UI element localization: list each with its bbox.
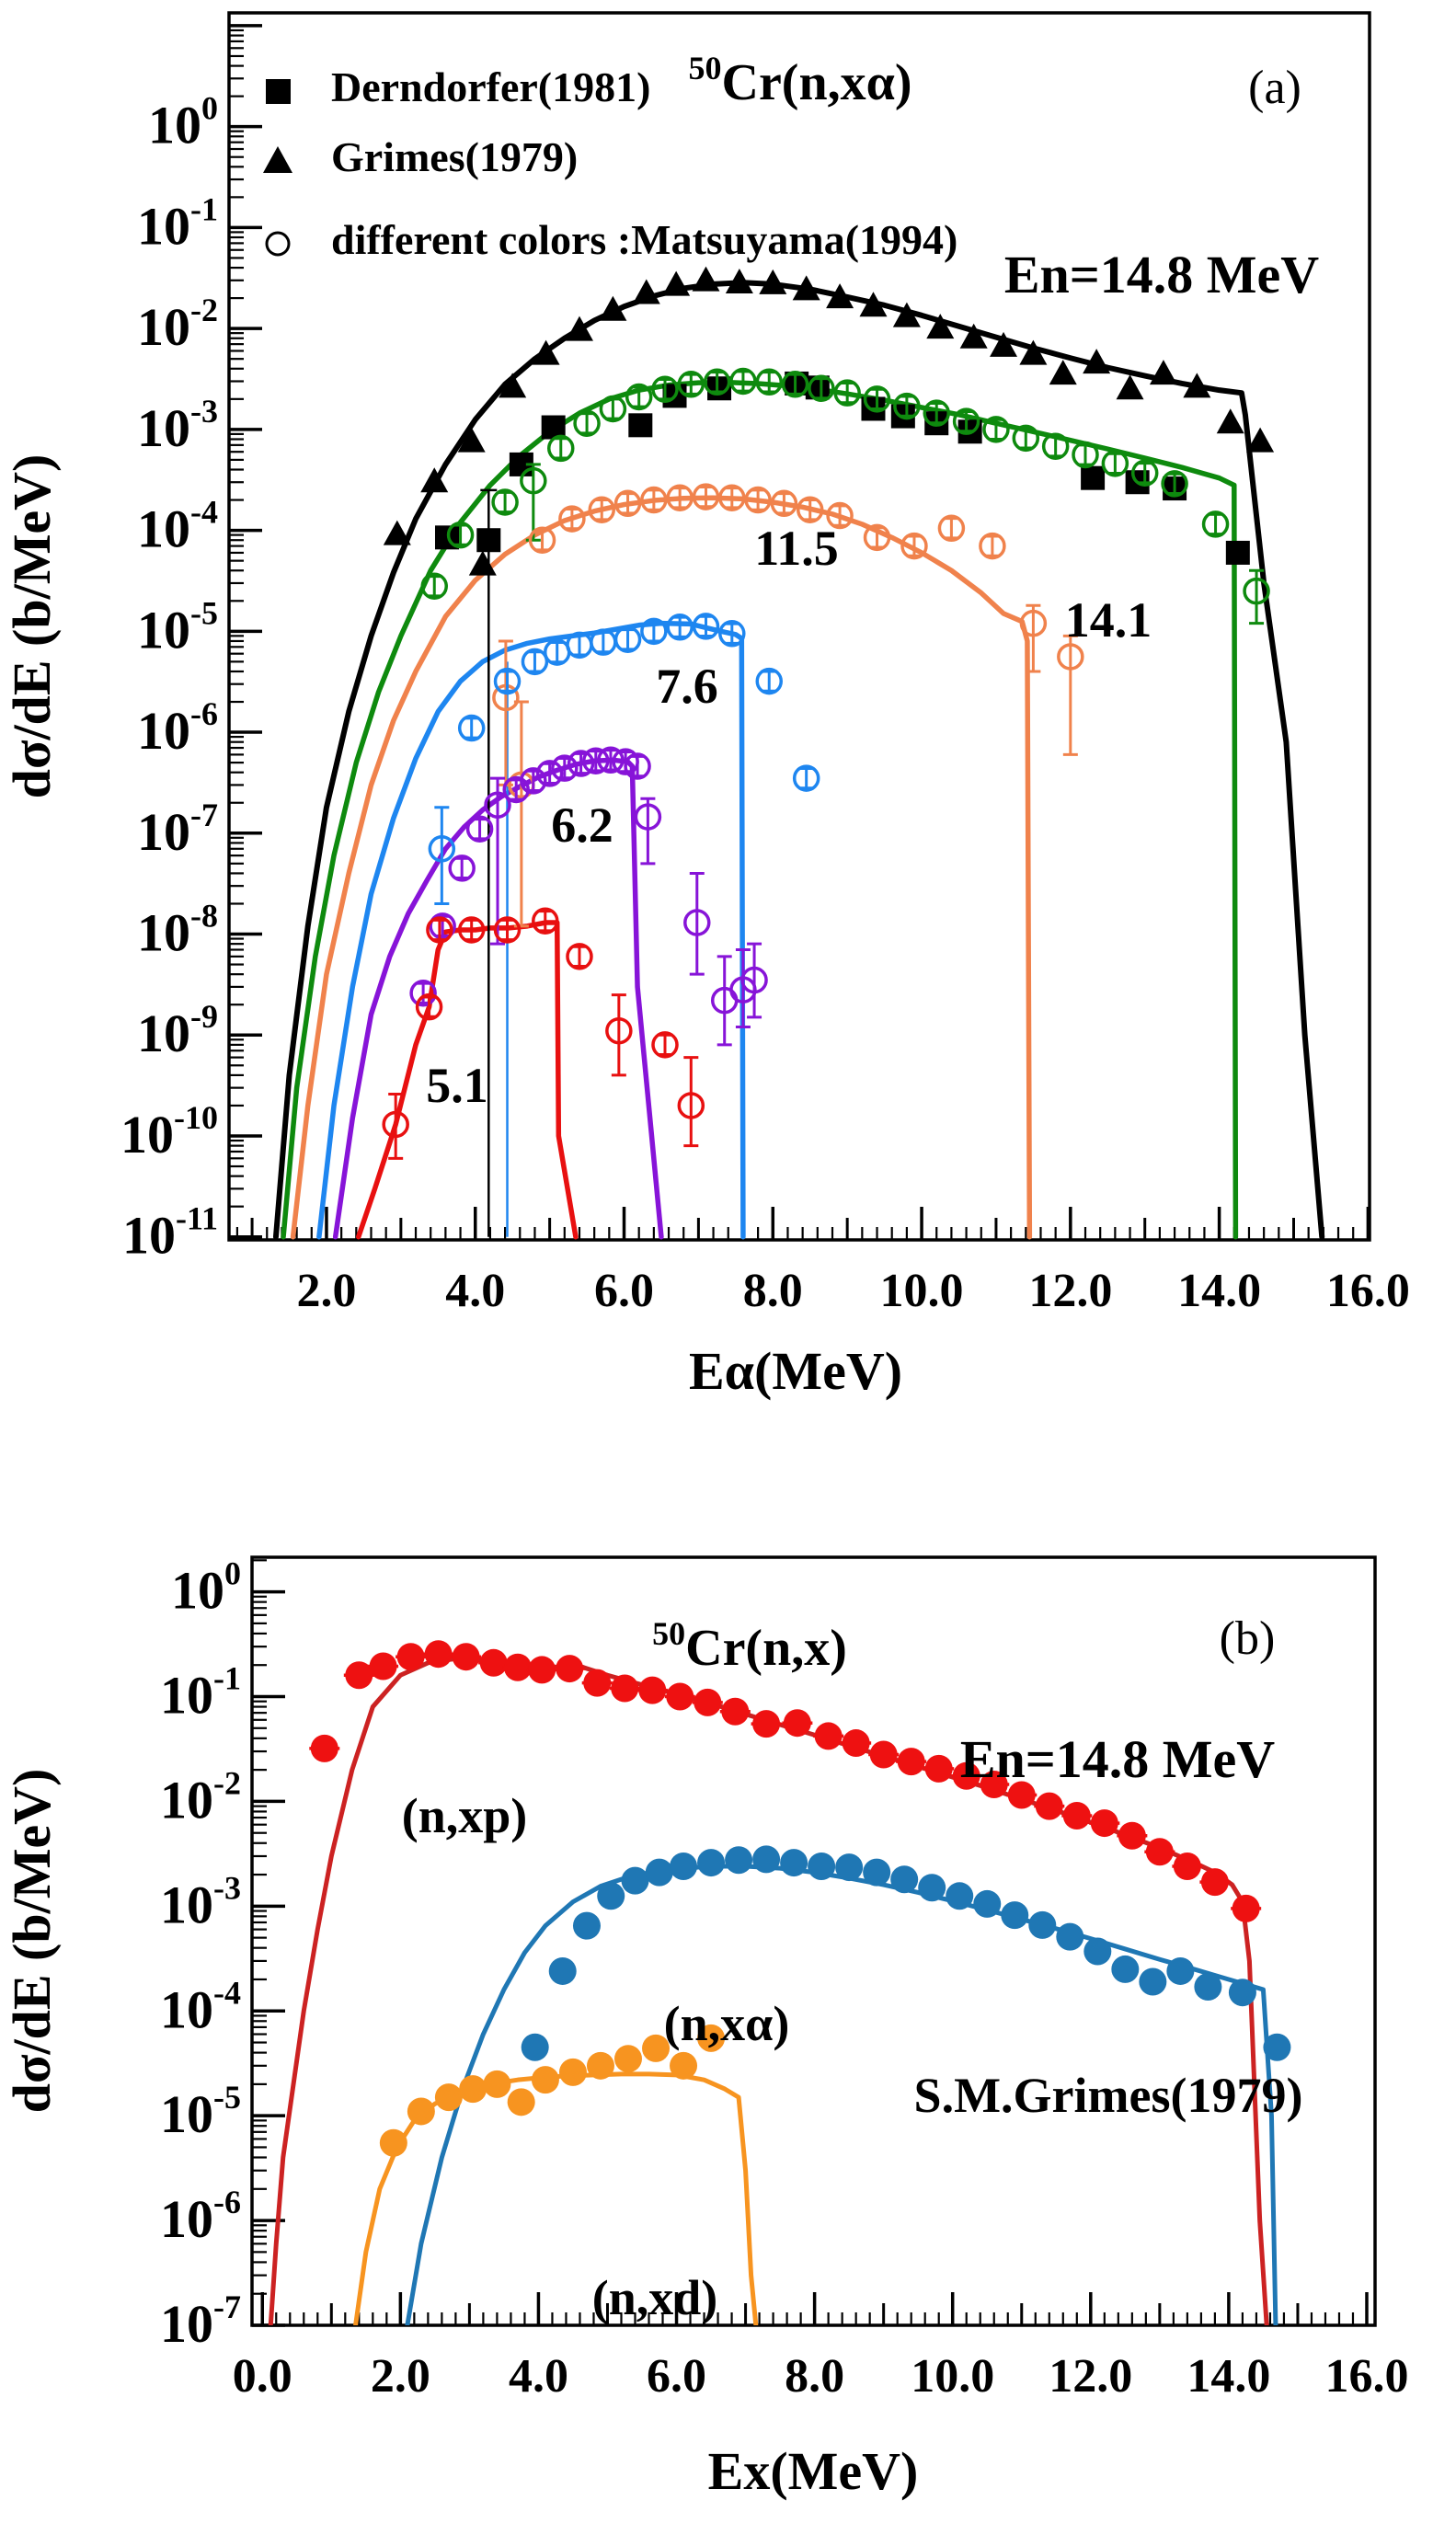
legend-circle-icon [265,231,291,257]
derndorfer-1981-squares [434,371,1250,565]
corner-label-b: (b) [1220,1612,1276,1665]
svg-text:6.0: 6.0 [594,1265,654,1317]
svg-text:100: 100 [171,1555,241,1621]
axis-ticks-b [252,1559,1369,2327]
y-axis-title-a: dσ/dE (b/MeV) [2,454,62,799]
svg-text:10-6: 10-6 [160,2184,241,2249]
svg-text:16.0: 16.0 [1324,2350,1408,2403]
annotation-a-4: 6.2 [551,797,613,853]
panel-title-a: 50Cr(n,xα) [689,50,912,111]
corner-label-a: (a) [1248,62,1301,114]
svg-text:4.0: 4.0 [509,2350,568,2403]
matsuyama-purple-circles [409,746,768,1047]
svg-text:4.0: 4.0 [445,1265,505,1317]
svg-text:10-4: 10-4 [137,494,218,559]
annotation-b-2: (n,xα) [664,1996,790,2051]
annotation-a-5: 5.1 [426,1058,488,1113]
legend-label-0: Derndorfer(1981) [331,63,650,110]
x-axis-title-b: Ex(MeV) [708,2441,919,2501]
svg-text:10-4: 10-4 [160,1974,241,2039]
svg-text:0.0: 0.0 [233,2350,292,2403]
svg-text:10.0: 10.0 [911,2350,994,2403]
svg-text:12.0: 12.0 [1028,1265,1112,1317]
grimes-orange-dots [379,2024,726,2157]
svg-text:12.0: 12.0 [1049,2350,1132,2403]
svg-text:10-9: 10-9 [137,998,218,1063]
annotation-a-3: 7.6 [656,659,718,714]
svg-text:8.0: 8.0 [785,2350,844,2403]
svg-text:10-1: 10-1 [160,1660,241,1726]
grimes-red-dots [309,1640,1262,1922]
svg-text:10-2: 10-2 [160,1764,241,1830]
svg-text:10-8: 10-8 [137,898,218,963]
model-11.5-MeV [290,495,1033,1240]
y-axis-title-b: dσ/dE (b/MeV) [2,1769,62,2114]
panel-a: 2.0 4.0 6.0 8.0 10.0 12.0 14.0 16.0 100 10-1 10-2 1… [2,11,1410,1401]
panel-title-b: 50Cr(n,x) [652,1615,847,1677]
svg-text:8.0: 8.0 [743,1265,803,1317]
series-a [272,266,1325,1240]
svg-text:10-3: 10-3 [160,1869,241,1934]
grimes-1979-triangles [383,266,1275,576]
svg-text:14.0: 14.0 [1177,1265,1261,1317]
axis-ticks-a [229,24,1370,1240]
svg-text:6.0: 6.0 [647,2350,706,2403]
annotations-a: En=14.8 MeV 14.1 11.5 7.6 6.2 5.1 [426,245,1319,1113]
svg-text:2.0: 2.0 [296,1265,356,1317]
legend-label-2: different colors :Matsuyama(1994) [331,216,957,263]
svg-text:100: 100 [148,90,218,155]
panel-b: 0.0 2.0 4.0 6.0 8.0 10.0 12.0 14.0 16.0 100 10-1 10… [2,1555,1408,2501]
svg-text:10-5: 10-5 [160,2079,241,2144]
annotation-a-0: En=14.8 MeV [1004,245,1319,304]
legend-square-icon [266,79,291,104]
svg-text:10-2: 10-2 [137,292,218,357]
annotation-b-1: (n,xp) [402,1788,528,1843]
svg-text:10-11: 10-11 [122,1200,218,1266]
plot-border-a [227,11,1371,1242]
svg-text:10-3: 10-3 [137,393,218,458]
annotations-b: En=14.8 MeV (n,xp) (n,xα) (n,xd) S.M.Grimes(… [402,1729,1303,2325]
svg-text:10-6: 10-6 [137,695,218,761]
annotation-a-1: 14.1 [1065,592,1152,648]
axis-tick-labels-a: 2.0 4.0 6.0 8.0 10.0 12.0 14.0 16.0 100 10-1 10-2 1… [120,90,1410,1317]
svg-text:10.0: 10.0 [880,1265,964,1317]
svg-text:10-1: 10-1 [137,190,218,256]
svg-text:16.0: 16.0 [1326,1265,1410,1317]
series-b [268,1640,1291,2325]
model-7.6-MeV [316,620,746,1240]
annotation-b-4: S.M.Grimes(1979) [914,2068,1303,2123]
annotation-b-3: (n,xd) [592,2270,718,2325]
svg-text:10-10: 10-10 [120,1099,218,1164]
matsuyama-green-circles [420,367,1270,625]
annotation-a-2: 11.5 [754,521,839,576]
grimes-blue-dots [521,1845,1291,2061]
legend-label-1: Grimes(1979) [331,133,578,180]
legend: Derndorfer(1981) Grimes(1979) different co… [263,63,957,263]
svg-text:10-5: 10-5 [137,594,218,660]
svg-text:2.0: 2.0 [371,2350,430,2403]
x-axis-title-a: Eα(MeV) [689,1341,902,1401]
svg-text:10-7: 10-7 [137,797,218,862]
annotation-b-0: En=14.8 MeV [960,1729,1275,1789]
matsuyama-blue-circles [428,613,820,905]
axis-tick-labels-b: 0.0 2.0 4.0 6.0 8.0 10.0 12.0 14.0 16.0 100 10-1 10… [160,1555,1408,2403]
matsuyama-orange-circles [492,483,1084,928]
svg-text:10-7: 10-7 [160,2288,241,2354]
matsuyama-red-circles [382,907,705,1160]
legend-triangle-icon [263,146,292,173]
svg-text:14.0: 14.0 [1187,2350,1270,2403]
model-5.1-MeV [355,920,579,1240]
